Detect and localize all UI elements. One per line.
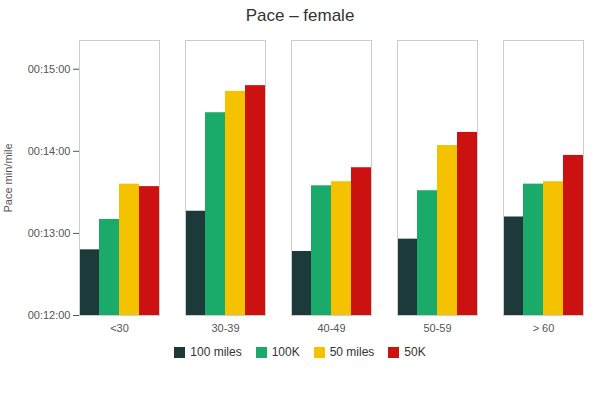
html-text:100 miles: 100 miles [190,345,242,359]
svg-text:Pace min/mile: Pace min/mile [2,143,14,212]
html-text:50K: 50K [404,345,426,359]
html-text:50 miles: 50 miles [329,345,375,359]
svg-text:00:12:00: 00:12:00 [28,309,71,321]
svg-text:00:13:00: 00:13:00 [28,227,71,239]
html-text:100K: 100K [271,345,300,359]
svg-text:<30: <30 [110,322,129,334]
svg-text:30-39: 30-39 [211,322,239,334]
svg-text:50-59: 50-59 [423,322,451,334]
svg-text:40-49: 40-49 [317,322,345,334]
svg-text:00:14:00: 00:14:00 [28,145,71,157]
svg-text:00:15:00: 00:15:00 [28,63,71,75]
svg-text:> 60: > 60 [533,322,555,334]
html-text:Pace – female: Pace – female [245,6,355,25]
